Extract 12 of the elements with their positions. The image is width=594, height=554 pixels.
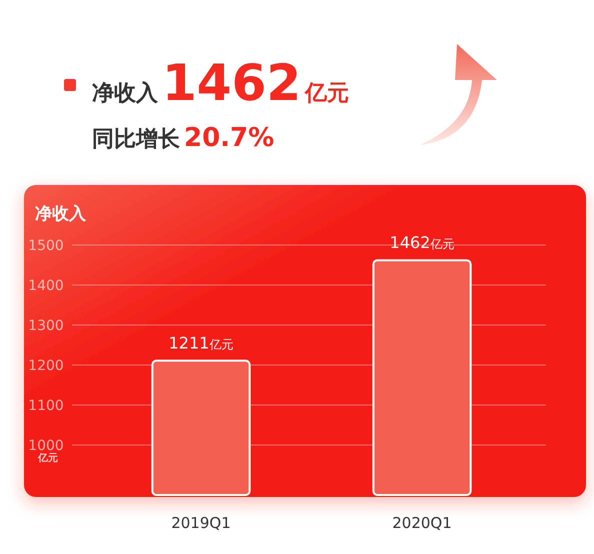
y-tick-label: 1200 — [28, 358, 64, 374]
x-tick-label: 2020Q1 — [392, 514, 452, 532]
y-tick-label: 1400 — [28, 278, 64, 294]
data-label: 1211亿元 — [168, 334, 234, 353]
y-tick-label: 1300 — [28, 318, 64, 334]
y-axis-title: 净收入 — [35, 204, 87, 224]
data-label: 1462亿元 — [390, 233, 454, 252]
y-tick-label: 1000 — [28, 438, 64, 454]
x-tick-label: 2019Q1 — [171, 514, 231, 532]
text: 亿元 — [37, 452, 58, 464]
y-tick-label: 1100 — [28, 398, 64, 414]
y-tick-label: 1500 — [28, 238, 64, 254]
